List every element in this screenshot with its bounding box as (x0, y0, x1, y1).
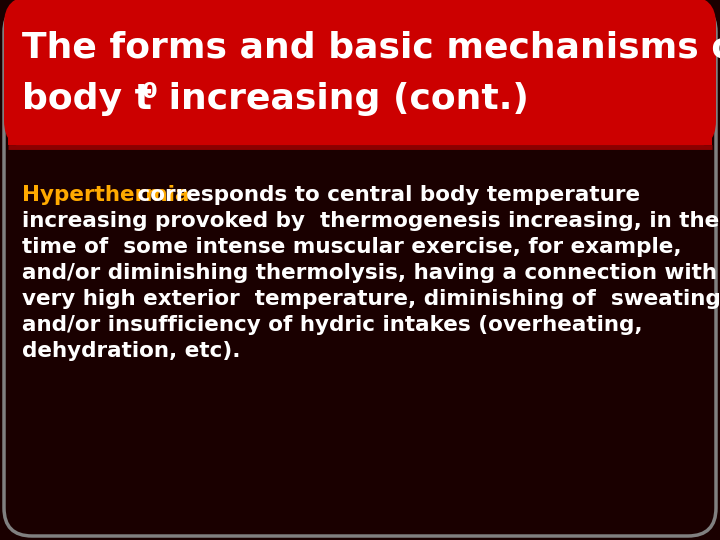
Text: very high exterior  temperature, diminishing of  sweating: very high exterior temperature, diminish… (22, 289, 720, 309)
Text: time of  some intense muscular exercise, for example,: time of some intense muscular exercise, … (22, 237, 682, 257)
Bar (8, 105, 712, 145)
Text: The forms and basic mechanisms of: The forms and basic mechanisms of (22, 30, 720, 64)
Text: increasing (cont.): increasing (cont.) (156, 82, 529, 116)
Text: and/or insufficiency of hydric intakes (overheating,: and/or insufficiency of hydric intakes (… (22, 315, 643, 335)
Text: and/or diminishing thermolysis, having a connection with: and/or diminishing thermolysis, having a… (22, 263, 717, 283)
Text: dehydration, etc).: dehydration, etc). (22, 341, 240, 361)
Text: increasing provoked by  thermogenesis increasing, in the: increasing provoked by thermogenesis inc… (22, 211, 719, 231)
Text: Hyperthermia: Hyperthermia (22, 185, 189, 205)
FancyBboxPatch shape (4, 0, 716, 149)
Text: body t: body t (22, 82, 152, 116)
Text: 0: 0 (142, 82, 158, 102)
Text: corresponds to central body temperature: corresponds to central body temperature (130, 185, 640, 205)
FancyBboxPatch shape (4, 4, 716, 536)
